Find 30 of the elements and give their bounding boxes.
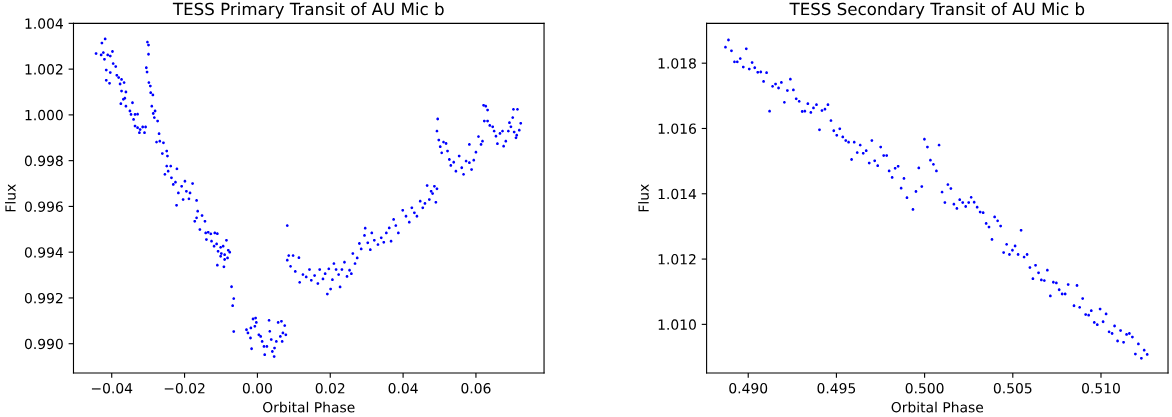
- x-tick-label: 0.495: [817, 382, 856, 394]
- x-tick-label: 0.02: [315, 382, 345, 394]
- x-tick-label: 0.500: [905, 382, 944, 394]
- chart-title: TESS Primary Transit of AU Mic b: [172, 2, 444, 19]
- y-axis-title: Flux: [5, 184, 16, 212]
- y-tick-label: 0.996: [24, 201, 63, 212]
- y-tick-label: 0.990: [24, 338, 63, 350]
- y-tick-label: 1.004: [25, 18, 63, 29]
- y-tick-label: 1.012: [658, 254, 696, 265]
- x-tick-label: 0.510: [1082, 382, 1120, 394]
- x-tick-label: 0.04: [388, 382, 418, 394]
- y-tick-label: 1.016: [658, 123, 696, 134]
- x-tick-label: −0.04: [91, 382, 133, 394]
- x-tick-label: 0.505: [993, 382, 1032, 394]
- x-axis-title: Orbital Phase: [891, 401, 984, 413]
- y-axis-title: Flux: [638, 184, 649, 212]
- x-axis-title: Orbital Phase: [263, 401, 355, 413]
- y-tick-label: 0.998: [24, 155, 63, 167]
- y-tick-label: 0.994: [24, 247, 63, 258]
- y-tick-label: 1.002: [25, 64, 63, 75]
- x-tick-label: 0.06: [461, 382, 491, 394]
- x-tick-label: 0.490: [729, 382, 768, 394]
- x-tick-label: −0.02: [164, 382, 205, 394]
- y-tick-label: 1.000: [25, 109, 63, 121]
- y-tick-label: 1.014: [658, 188, 697, 200]
- y-tick-label: 0.992: [24, 292, 63, 304]
- x-tick-label: 0.00: [242, 382, 272, 394]
- y-tick-label: 1.010: [658, 319, 696, 330]
- y-tick-label: 1.018: [658, 58, 696, 69]
- chart-title: TESS Secondary Transit of AU Mic b: [789, 2, 1085, 19]
